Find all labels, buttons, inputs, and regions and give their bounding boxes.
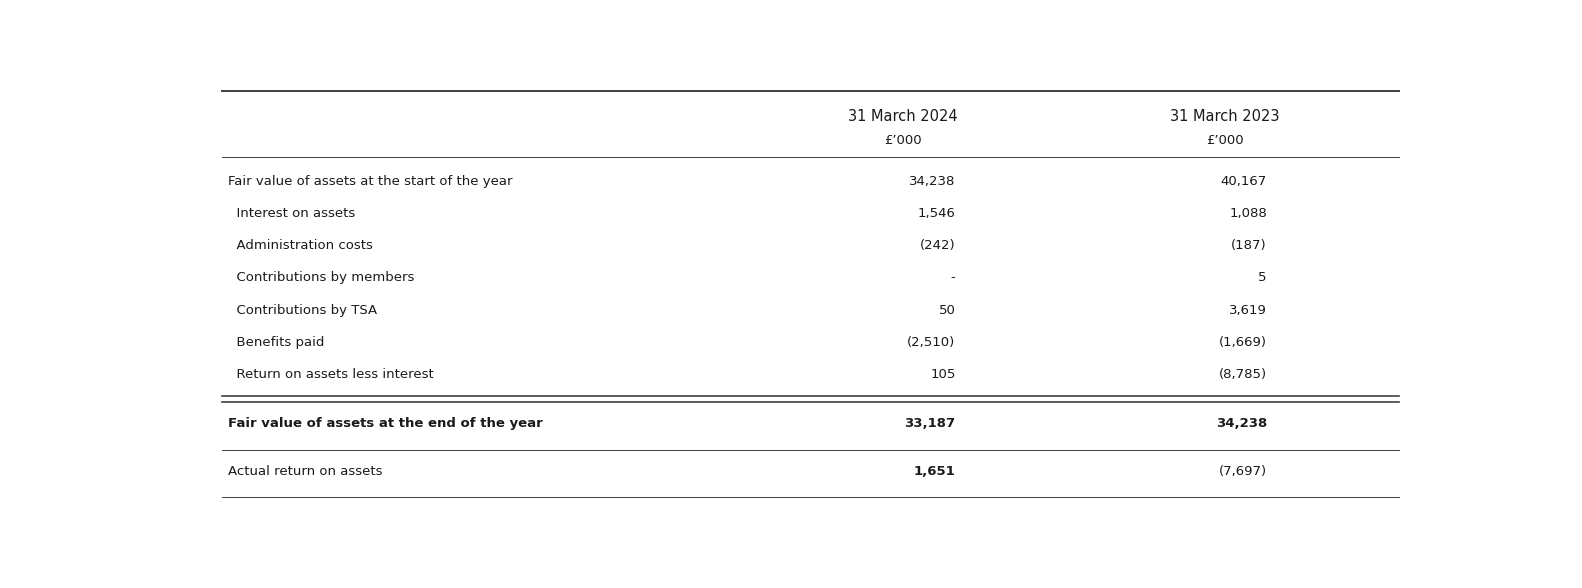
Text: 1,088: 1,088 [1229, 207, 1267, 220]
Text: 1,546: 1,546 [918, 207, 956, 220]
Text: £’000: £’000 [1207, 134, 1243, 147]
Text: 3,619: 3,619 [1229, 303, 1267, 316]
Text: (8,785): (8,785) [1218, 368, 1267, 381]
Text: 50: 50 [938, 303, 956, 316]
Text: 5: 5 [1258, 272, 1267, 285]
Text: (2,510): (2,510) [906, 336, 956, 349]
Text: Fair value of assets at the start of the year: Fair value of assets at the start of the… [228, 175, 513, 188]
Text: (187): (187) [1231, 239, 1267, 252]
Text: 1,651: 1,651 [914, 465, 956, 478]
Text: Interest on assets: Interest on assets [228, 207, 356, 220]
Text: 34,238: 34,238 [1215, 417, 1267, 430]
Text: -: - [951, 272, 956, 285]
Text: (7,697): (7,697) [1218, 465, 1267, 478]
Text: 40,167: 40,167 [1221, 175, 1267, 188]
Text: Benefits paid: Benefits paid [228, 336, 324, 349]
Text: 31 March 2023: 31 March 2023 [1171, 109, 1280, 124]
Text: 31 March 2024: 31 March 2024 [848, 109, 957, 124]
Text: Fair value of assets at the end of the year: Fair value of assets at the end of the y… [228, 417, 543, 430]
Text: (242): (242) [919, 239, 956, 252]
Text: Actual return on assets: Actual return on assets [228, 465, 383, 478]
Text: £’000: £’000 [884, 134, 922, 147]
Text: Contributions by TSA: Contributions by TSA [228, 303, 378, 316]
Text: Contributions by members: Contributions by members [228, 272, 414, 285]
Text: Return on assets less interest: Return on assets less interest [228, 368, 433, 381]
Text: (1,669): (1,669) [1218, 336, 1267, 349]
Text: 34,238: 34,238 [910, 175, 956, 188]
Text: Administration costs: Administration costs [228, 239, 373, 252]
Text: 105: 105 [930, 368, 956, 381]
Text: 33,187: 33,187 [905, 417, 956, 430]
